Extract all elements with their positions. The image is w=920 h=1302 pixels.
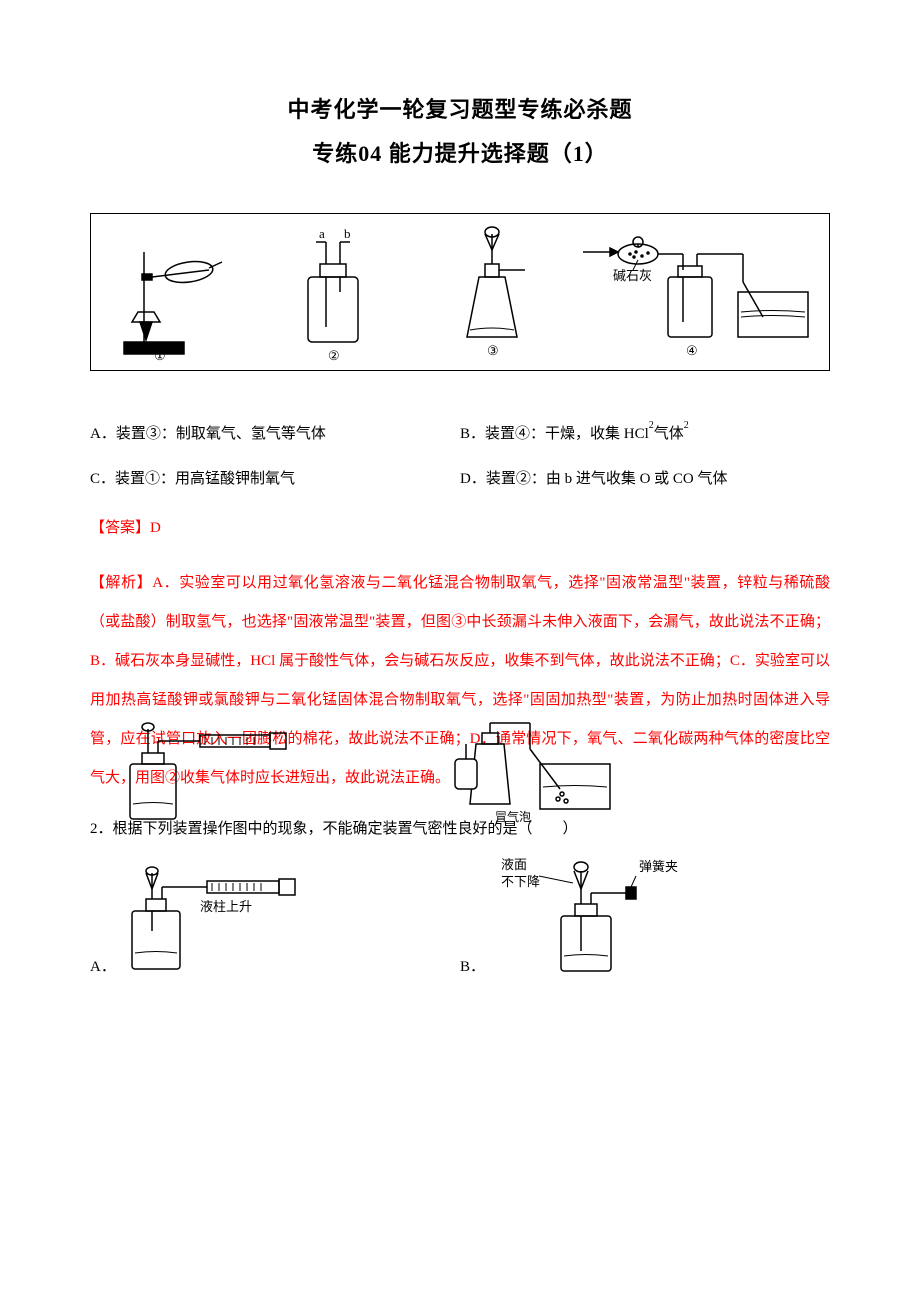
option-a: A．装置③：制取氧气、氢气等气体 bbox=[90, 421, 460, 448]
lime-label: 碱石灰 bbox=[613, 268, 652, 283]
page-title-sub: 专练04 能力提升选择题（1） bbox=[90, 134, 830, 174]
fig-ab-b: b bbox=[344, 226, 351, 241]
q2b-label2: 不下降 bbox=[501, 874, 540, 889]
apparatus-4: 碱石灰 ④ bbox=[571, 222, 825, 362]
answer-value: D bbox=[150, 520, 161, 536]
page-title-main: 中考化学一轮复习题型专练必杀题 bbox=[90, 90, 830, 130]
overlay-fig-right: 冒气泡 bbox=[440, 709, 640, 839]
fig-label-4: ④ bbox=[686, 343, 698, 358]
answer-line: 【答案】D bbox=[90, 515, 830, 542]
analysis-label: 【解析】 bbox=[90, 575, 152, 591]
option-d: D．装置②：由 b 进气收集 O 或 CO 气体 bbox=[460, 466, 830, 493]
option-b: B．装置④：干燥，收集 HCl2气体2 bbox=[460, 421, 830, 448]
fig-ab-a: a bbox=[319, 226, 325, 241]
question-2: 2．根据下列装置操作图中的现象，不能确定装置气密性良好的是（ ） A． bbox=[90, 816, 830, 981]
q2-fig-a: 液柱上升 bbox=[122, 861, 302, 981]
q2a-label: 液柱上升 bbox=[200, 899, 252, 914]
overlay-fig-left bbox=[120, 719, 290, 839]
q2b-label3: 弹簧夹 bbox=[639, 859, 678, 874]
apparatus-2: a b ② bbox=[254, 222, 413, 362]
sup-2: 2 bbox=[684, 420, 689, 431]
fig-label-3: ③ bbox=[487, 343, 499, 358]
apparatus-3: ③ bbox=[412, 222, 571, 362]
q2-fig-b: 液面 不下降 弹簧夹 bbox=[491, 851, 691, 981]
options-row-2: C．装置①：用高锰酸钾制氧气 D．装置②：由 b 进气收集 O 或 CO 气体 bbox=[90, 466, 830, 493]
fig-label-1: ① bbox=[154, 348, 166, 362]
option-c: C．装置①：用高锰酸钾制氧气 bbox=[90, 466, 460, 493]
options-row-1: A．装置③：制取氧气、氢气等气体 B．装置④：干燥，收集 HCl2气体2 bbox=[90, 421, 830, 448]
option-b-prefix: B．装置④：干燥，收集 HCl bbox=[460, 426, 649, 442]
option-b-suffix: 气体 bbox=[654, 426, 684, 442]
q2b-label1: 液面 bbox=[501, 857, 527, 872]
answer-label: 【答案】 bbox=[90, 520, 150, 536]
apparatus-figure-row: ① a b ② bbox=[90, 213, 830, 371]
sup-1: 2 bbox=[649, 420, 654, 431]
fig-label-2: ② bbox=[328, 348, 340, 362]
q2-opt-a-label: A． bbox=[90, 954, 116, 981]
q2-option-a: A． bbox=[90, 851, 460, 981]
bubble-label: 冒气泡 bbox=[495, 809, 531, 824]
apparatus-1: ① bbox=[95, 222, 254, 362]
q2-opt-b-label: B． bbox=[460, 954, 485, 981]
q2-option-b: B． 液面 不下降 弹簧夹 bbox=[460, 851, 830, 981]
